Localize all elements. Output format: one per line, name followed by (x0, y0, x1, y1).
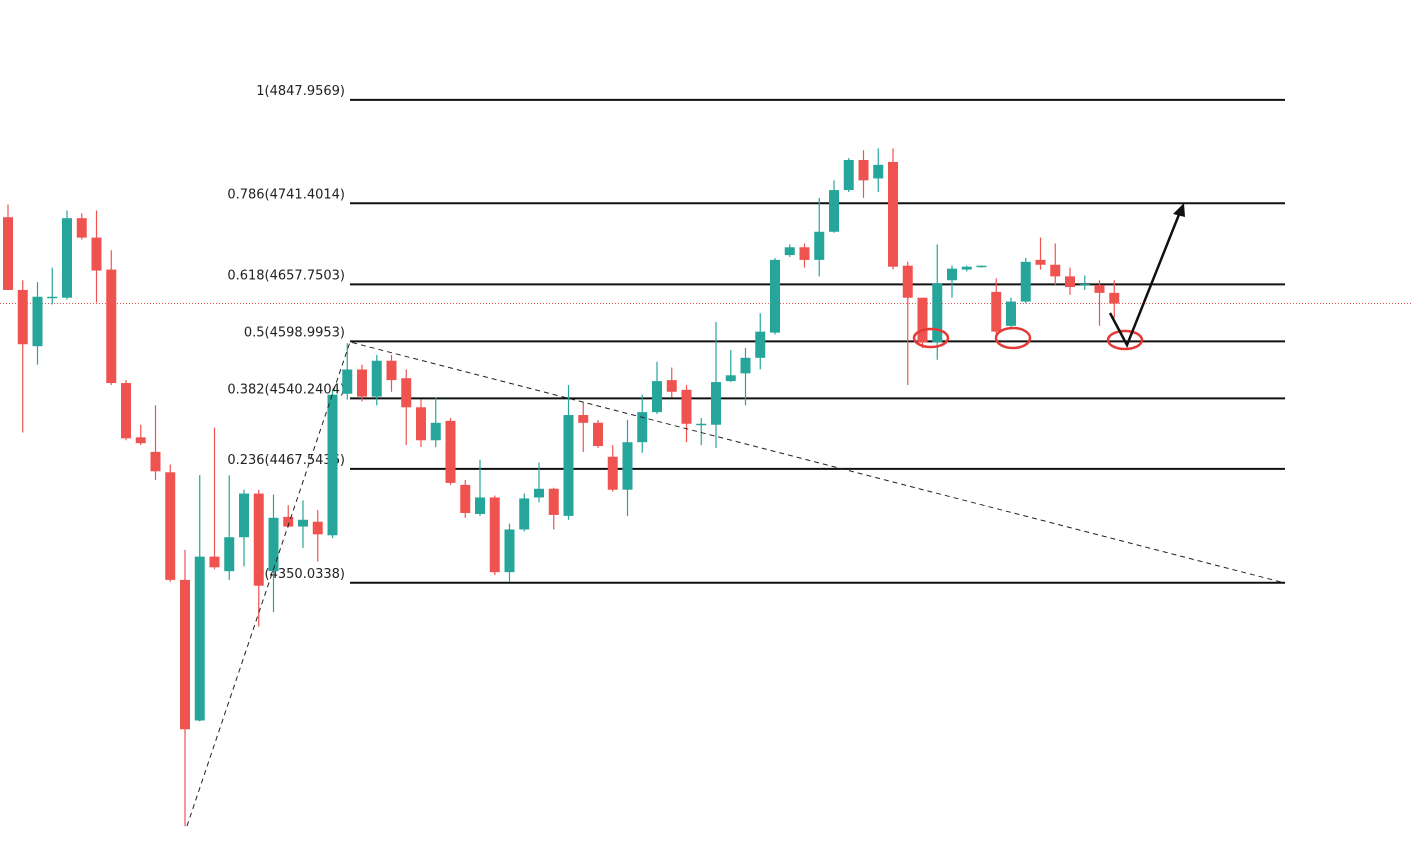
support-circle (1106, 329, 1144, 351)
candle-body (917, 297, 928, 343)
candle-body (357, 369, 367, 397)
candle-body (534, 488, 544, 498)
candle-body (401, 378, 412, 408)
candle-body (578, 415, 589, 423)
candle-body (135, 437, 146, 444)
candle-body (1050, 264, 1061, 277)
annotations (186, 203, 1286, 827)
candle-body (416, 407, 426, 441)
candle-body (740, 357, 751, 374)
candle-body (1006, 301, 1016, 326)
candle-body (843, 160, 854, 191)
candle-body (814, 231, 825, 260)
candle-body (32, 296, 43, 347)
candle-body (224, 537, 235, 572)
candle-body (784, 247, 795, 256)
candle-body (283, 516, 294, 527)
candle-body (430, 422, 441, 441)
candle-body (652, 381, 662, 413)
candle-body (62, 218, 72, 298)
candle-body (1020, 261, 1031, 302)
candles (3, 148, 1120, 827)
candle-body (150, 451, 161, 472)
candle-body (563, 415, 574, 516)
candle-body (475, 497, 485, 514)
candle-body (1094, 285, 1105, 293)
candle-body (489, 497, 500, 573)
candle-body (3, 217, 13, 290)
candle-body (460, 484, 471, 513)
candle-body (209, 556, 220, 568)
candle-body (253, 493, 264, 586)
candle-body (725, 375, 736, 382)
candle-body (519, 498, 530, 530)
fib-level-label: 0.382(4540.2404) (227, 382, 345, 397)
candle-body (504, 529, 515, 573)
projection-arrow (1108, 211, 1182, 348)
candle-body (1065, 276, 1075, 288)
fib-level-label: 0.5(4598.9953) (244, 325, 345, 340)
candle-body (298, 519, 308, 527)
candle-body (106, 269, 117, 384)
candle-body (607, 456, 618, 490)
candle-body (666, 380, 677, 392)
candle-body (194, 556, 205, 721)
candle-body (637, 412, 648, 443)
candle-body (180, 579, 190, 730)
candle-body (371, 360, 382, 397)
candle-body (711, 382, 721, 425)
candle-body (873, 164, 884, 179)
support-circle (994, 326, 1032, 350)
candle-body (76, 218, 87, 238)
candle-body (91, 237, 102, 271)
candle-body (268, 517, 279, 572)
fib-level-label: 1(4847.9569) (256, 84, 345, 99)
candle-body (770, 259, 780, 333)
candle-body (947, 268, 957, 281)
candle-body (622, 442, 633, 490)
candle-body (445, 420, 456, 483)
candle-body (799, 247, 810, 260)
candle-body (681, 389, 692, 424)
candle-body (47, 296, 58, 299)
candle-body (1079, 284, 1090, 286)
candle-body (755, 331, 766, 358)
candle-body (888, 161, 898, 267)
candle-body (327, 394, 338, 536)
arrow-head (1173, 203, 1185, 217)
candle-body (386, 360, 397, 381)
candle-body (593, 422, 603, 447)
candle-body (902, 265, 913, 298)
candle-body (165, 472, 176, 580)
trendline (186, 341, 1286, 827)
candle-body (961, 266, 972, 270)
candle-body (829, 190, 839, 232)
candle-body (991, 291, 1002, 332)
fib-level-label: 0.236(4467.5436) (227, 453, 345, 468)
candle-body (239, 493, 249, 538)
candle-body (932, 283, 943, 343)
candle-body (17, 289, 28, 345)
candle-body (548, 488, 559, 515)
fib-level-label: 0.786(4741.4014) (227, 187, 345, 202)
candle-body (312, 521, 323, 535)
candle-body (976, 265, 987, 268)
support-circle (912, 327, 950, 349)
candle-body (342, 369, 353, 394)
candle-body (121, 383, 131, 439)
candle-body (858, 160, 869, 181)
candle-body (1109, 292, 1120, 304)
candle-body (1035, 259, 1046, 265)
candle-body (696, 423, 707, 426)
fibonacci-levels: 1(4847.9569) 0.786(4741.4014) 0.618(4657.7… (0, 84, 1412, 584)
fib-level-label: 0.618(4657.7503) (227, 268, 345, 283)
